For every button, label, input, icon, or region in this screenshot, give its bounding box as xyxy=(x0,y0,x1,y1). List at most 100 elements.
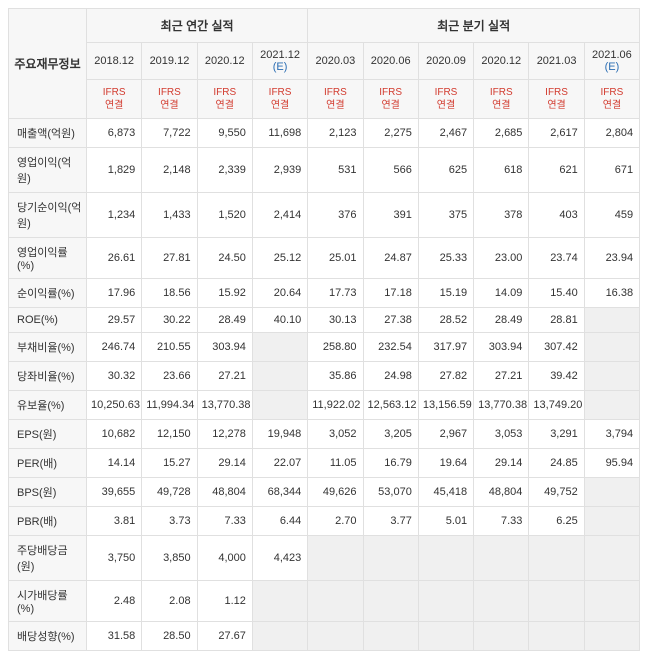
period-header: 2021.12 (E) xyxy=(252,43,307,80)
metric-value: 307.42 xyxy=(529,333,584,362)
period-header: 2019.12 xyxy=(142,43,197,80)
metric-value: 31.58 xyxy=(87,622,142,651)
metric-label: ROE(%) xyxy=(9,308,87,333)
metric-value: 24.85 xyxy=(529,449,584,478)
metric-value: 19.64 xyxy=(418,449,473,478)
group-annual: 최근 연간 실적 xyxy=(87,9,308,43)
metric-value: 30.13 xyxy=(308,308,363,333)
metric-value: 25.01 xyxy=(308,238,363,279)
metric-label: 영업이익(억원) xyxy=(9,148,87,193)
table-row: 유보율(%)10,250.6311,994.3413,770.3811,922.… xyxy=(9,391,640,420)
table-row: 순이익률(%)17.9618.5615.9220.6417.7317.1815.… xyxy=(9,279,640,308)
metric-value: 27.81 xyxy=(142,238,197,279)
metric-value: 30.22 xyxy=(142,308,197,333)
table-row: 배당성향(%)31.5828.5027.67 xyxy=(9,622,640,651)
metric-value: 13,770.38 xyxy=(197,391,252,420)
metric-value xyxy=(363,622,418,651)
metric-value: 30.32 xyxy=(87,362,142,391)
metric-label: 영업이익률(%) xyxy=(9,238,87,279)
metric-label: 유보율(%) xyxy=(9,391,87,420)
ifrs-sub-header: IFRS연결 xyxy=(584,80,639,119)
ifrs-sub-header: IFRS연결 xyxy=(474,80,529,119)
period-header: 2018.12 xyxy=(87,43,142,80)
metric-value: 2,804 xyxy=(584,119,639,148)
metric-value: 68,344 xyxy=(252,478,307,507)
metric-label: PBR(배) xyxy=(9,507,87,536)
metric-value: 625 xyxy=(418,148,473,193)
metric-value: 2,339 xyxy=(197,148,252,193)
ifrs-sub-header: IFRS연결 xyxy=(197,80,252,119)
metric-value: 19,948 xyxy=(252,420,307,449)
period-header: 2020.12 xyxy=(197,43,252,80)
metric-value: 13,770.38 xyxy=(474,391,529,420)
metric-value: 2,939 xyxy=(252,148,307,193)
metric-value: 14.09 xyxy=(474,279,529,308)
metric-value: 3,053 xyxy=(474,420,529,449)
metric-value: 48,804 xyxy=(197,478,252,507)
metric-value: 95.94 xyxy=(584,449,639,478)
metric-label: 배당성향(%) xyxy=(9,622,87,651)
metric-value: 23.74 xyxy=(529,238,584,279)
metric-value: 2,685 xyxy=(474,119,529,148)
metric-value: 24.50 xyxy=(197,238,252,279)
metric-value: 25.12 xyxy=(252,238,307,279)
ifrs-sub-header: IFRS연결 xyxy=(87,80,142,119)
metric-value: 24.98 xyxy=(363,362,418,391)
ifrs-sub-header: IFRS연결 xyxy=(308,80,363,119)
metric-value: 49,728 xyxy=(142,478,197,507)
table-row: 시가배당률(%)2.482.081.12 xyxy=(9,581,640,622)
metric-value: 23.94 xyxy=(584,238,639,279)
metric-value xyxy=(363,536,418,581)
metric-value xyxy=(308,536,363,581)
metric-value xyxy=(529,536,584,581)
metric-value: 566 xyxy=(363,148,418,193)
metric-value: 27.67 xyxy=(197,622,252,651)
metric-value: 9,550 xyxy=(197,119,252,148)
ifrs-sub-header: IFRS연결 xyxy=(363,80,418,119)
period-header: 2021.03 xyxy=(529,43,584,80)
metric-value: 27.82 xyxy=(418,362,473,391)
metric-value: 618 xyxy=(474,148,529,193)
metric-value: 2.48 xyxy=(87,581,142,622)
metric-value: 303.94 xyxy=(197,333,252,362)
metric-value: 27.21 xyxy=(474,362,529,391)
metric-value xyxy=(474,536,529,581)
metric-value: 1,520 xyxy=(197,193,252,238)
metric-value: 6.25 xyxy=(529,507,584,536)
table-body: 매출액(억원)6,8737,7229,55011,6982,1232,2752,… xyxy=(9,119,640,651)
metric-value: 7.33 xyxy=(474,507,529,536)
metric-value: 39,655 xyxy=(87,478,142,507)
metric-value xyxy=(308,581,363,622)
table-row: 매출액(억원)6,8737,7229,55011,6982,1232,2752,… xyxy=(9,119,640,148)
metric-value: 14.14 xyxy=(87,449,142,478)
ifrs-sub-header: IFRS연결 xyxy=(142,80,197,119)
metric-value: 4,000 xyxy=(197,536,252,581)
metric-value xyxy=(584,333,639,362)
metric-value: 3.73 xyxy=(142,507,197,536)
table-row: PBR(배)3.813.737.336.442.703.775.017.336.… xyxy=(9,507,640,536)
table-row: 주당배당금(원)3,7503,8504,0004,423 xyxy=(9,536,640,581)
metric-value: 232.54 xyxy=(363,333,418,362)
metric-value: 246.74 xyxy=(87,333,142,362)
metric-value: 2.70 xyxy=(308,507,363,536)
metric-value: 13,156.59 xyxy=(418,391,473,420)
metric-label: PER(배) xyxy=(9,449,87,478)
metric-value: 15.19 xyxy=(418,279,473,308)
metric-value: 376 xyxy=(308,193,363,238)
metric-value: 5.01 xyxy=(418,507,473,536)
metric-value: 1,829 xyxy=(87,148,142,193)
metric-value: 2,967 xyxy=(418,420,473,449)
metric-value xyxy=(252,622,307,651)
metric-label: 매출액(억원) xyxy=(9,119,87,148)
metric-value: 28.52 xyxy=(418,308,473,333)
metric-value: 24.87 xyxy=(363,238,418,279)
financial-table: 주요재무정보 최근 연간 실적 최근 분기 실적 2018.122019.122… xyxy=(8,8,640,651)
metric-value: 20.64 xyxy=(252,279,307,308)
metric-value: 26.61 xyxy=(87,238,142,279)
metric-value: 12,563.12 xyxy=(363,391,418,420)
table-row: 영업이익률(%)26.6127.8124.5025.1225.0124.8725… xyxy=(9,238,640,279)
metric-value xyxy=(308,622,363,651)
metric-value: 2,275 xyxy=(363,119,418,148)
period-header: 2020.03 xyxy=(308,43,363,80)
metric-value: 17.96 xyxy=(87,279,142,308)
